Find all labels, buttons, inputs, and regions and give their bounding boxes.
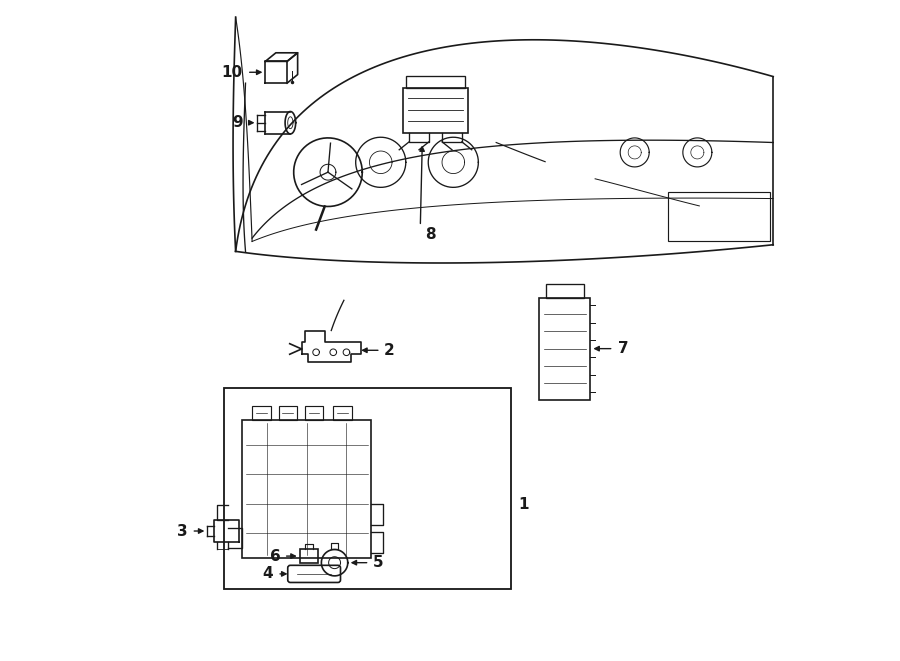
Bar xyxy=(406,76,465,88)
Bar xyxy=(333,407,352,420)
Text: 1: 1 xyxy=(518,497,528,512)
Text: 4: 4 xyxy=(263,566,274,582)
Text: 9: 9 xyxy=(232,115,243,130)
Text: 5: 5 xyxy=(373,555,383,570)
Bar xyxy=(539,297,590,400)
Text: 2: 2 xyxy=(384,343,395,358)
Bar xyxy=(224,388,511,589)
Text: 10: 10 xyxy=(221,65,243,80)
Bar xyxy=(305,407,323,420)
Bar xyxy=(545,284,584,297)
Text: 3: 3 xyxy=(176,524,187,539)
Bar xyxy=(252,407,271,420)
Bar xyxy=(668,192,770,241)
Text: 8: 8 xyxy=(425,227,436,243)
Bar xyxy=(300,549,318,563)
Bar xyxy=(402,88,469,133)
Text: 6: 6 xyxy=(270,549,281,564)
Text: 7: 7 xyxy=(617,341,628,356)
Bar xyxy=(278,407,297,420)
Bar xyxy=(242,420,371,558)
